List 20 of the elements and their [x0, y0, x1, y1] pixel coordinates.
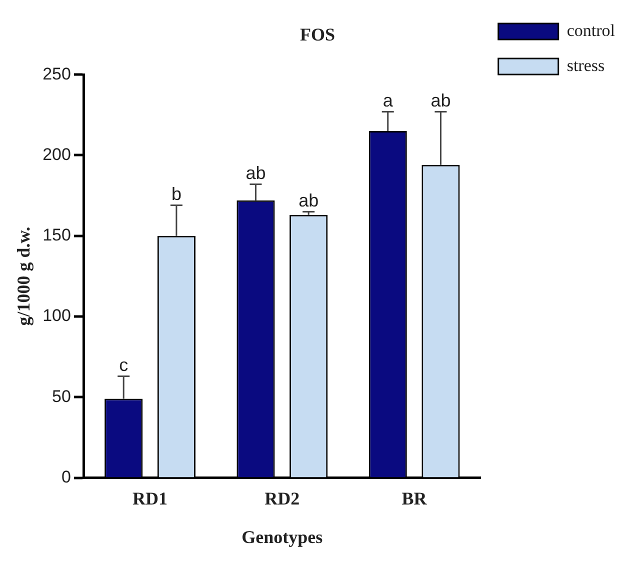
y-axis-title: g/1000 g d.w. [13, 226, 34, 326]
data-label: ab [430, 90, 451, 111]
data-label: a [382, 90, 394, 111]
x-tick-label: RD2 [264, 488, 300, 508]
x-tick-label: RD1 [132, 488, 168, 508]
y-tick-label: 0 [61, 467, 71, 486]
legend-label: stress [566, 56, 605, 75]
x-tick-label: BR [402, 488, 428, 508]
x-axis-title: Genotypes [242, 526, 323, 547]
data-label: ab [298, 190, 319, 211]
y-tick-label: 200 [42, 144, 71, 164]
legend-label: control [566, 20, 616, 40]
data-label: ab [246, 163, 266, 184]
y-tick-label: 100 [42, 306, 71, 326]
y-tick-label: 150 [42, 226, 71, 245]
y-tick-label: 250 [42, 64, 71, 84]
data-label: c [119, 355, 128, 376]
y-tick-label: 50 [52, 386, 71, 406]
chart-title: FOS [300, 24, 336, 44]
data-label: b [171, 184, 182, 204]
